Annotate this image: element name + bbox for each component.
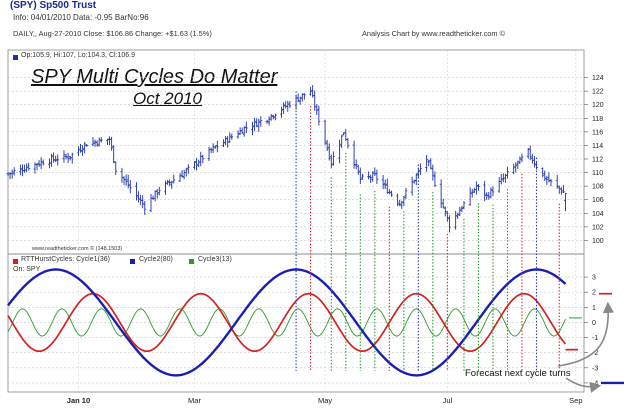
legend-cycle3-swatch — [189, 259, 194, 264]
price-tick-label: 114 — [592, 143, 603, 150]
ohlc-bars — [6, 85, 567, 233]
price-tick-label: 122 — [592, 89, 604, 96]
price-tick-label: 110 — [592, 170, 603, 177]
price-tick-label: 118 — [592, 116, 603, 123]
price-tick-label: 112 — [592, 157, 603, 164]
legend-cycle2: Cycle2(80) — [139, 256, 173, 263]
x-tick-label: Mar — [188, 396, 201, 405]
price-tick-label: 102 — [592, 224, 604, 231]
chart-stats: DAILY,, Aug-27-2010 Close: $106.86 Chang… — [13, 29, 212, 38]
x-tick-label: Jul — [443, 396, 453, 405]
price-tick-label: 116 — [592, 129, 603, 136]
annotation-line1: SPY Multi Cycles Do Matter — [31, 66, 278, 88]
price-tick-label: 124 — [592, 75, 604, 82]
ohlc-marker — [13, 55, 18, 60]
cycle-tick-label: 2 — [592, 290, 596, 297]
x-tick-label: Sep — [569, 396, 582, 405]
cycle-tick-label: 0 — [592, 320, 596, 327]
watermark: www.readtheticker.com © (148.1503) — [32, 246, 123, 252]
price-tick-label: 106 — [592, 197, 604, 204]
cycle-on-label: On: SPY — [13, 266, 41, 273]
price-tick-label: 108 — [592, 184, 604, 191]
price-tick-label: 100 — [592, 238, 604, 245]
cycle-tick-label: 3 — [592, 275, 596, 282]
cycle-tick-label: 1 — [592, 305, 596, 312]
forecast-label: Forecast next cycle turns — [463, 368, 573, 379]
forecast-arrow-up — [557, 301, 615, 367]
chart-credit: Analysis Chart by www.readtheticker.com … — [362, 29, 506, 38]
price-tick-label: 120 — [592, 102, 604, 109]
price-tick-label: 104 — [592, 211, 604, 218]
legend-cycle1: RTTHurstCycles: Cycle1(36) — [21, 256, 110, 263]
cycle-panel-frame — [7, 253, 585, 393]
cycle2-line — [7, 268, 567, 377]
cycle3-line — [7, 308, 566, 337]
chart-info: Info: 04/01/2010 Data: -0.95 BarNo:96 — [13, 13, 149, 22]
cycle-tick-label: -2 — [592, 350, 598, 357]
ohlc-label: Op:105.9, Hi:107, Lo:104.3, Cl:106.9 — [21, 52, 136, 59]
cycle1-line — [7, 292, 567, 353]
forecast-arrow-down — [565, 377, 602, 393]
legend-cycle3: Cycle3(13) — [198, 256, 232, 263]
x-tick-label: Jan 10 — [67, 396, 90, 405]
legend-cycle1-swatch — [13, 259, 18, 264]
x-tick-label: May — [318, 396, 332, 405]
legend-cycle2-swatch — [130, 259, 135, 264]
chart-title: (SPY) Sp500 Trust — [10, 0, 97, 11]
annotation-line2: Oct 2010 — [133, 89, 202, 108]
cycle-tick-label: -3 — [592, 365, 598, 372]
cycle-tick-label: -1 — [592, 335, 598, 342]
